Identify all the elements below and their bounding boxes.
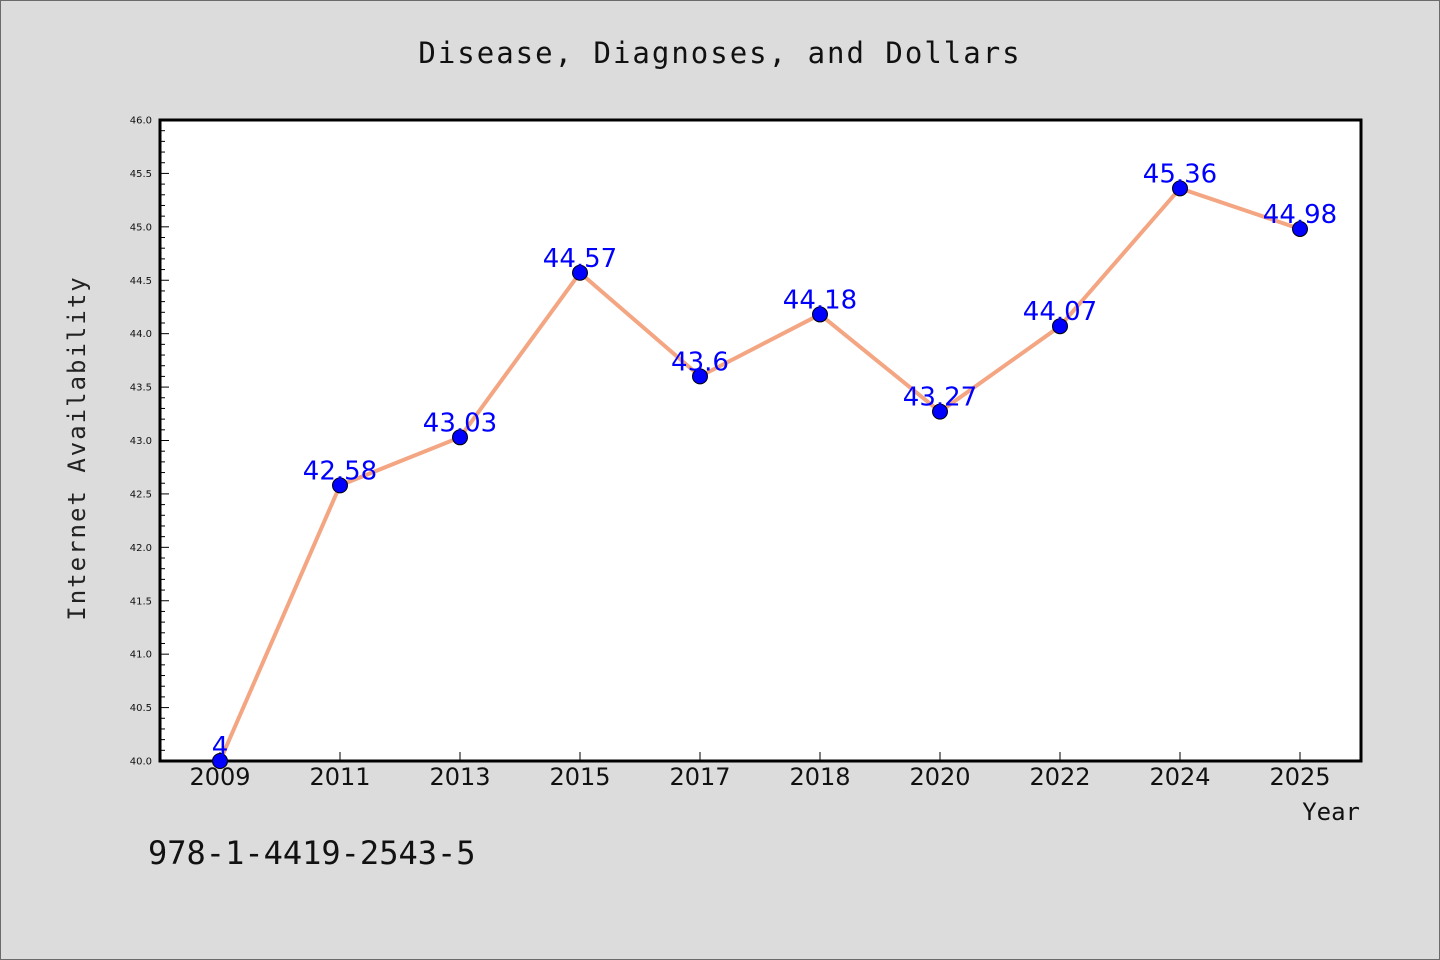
y-tick-label: 42.5 [130, 489, 152, 500]
series-polyline [218, 186, 1301, 762]
data-label: 45.36 [1143, 159, 1217, 189]
plot-area [158, 118, 1363, 763]
y-tick-label: 45.0 [130, 222, 152, 233]
x-tick-label: 2018 [789, 763, 850, 791]
data-label: 44.57 [543, 244, 617, 274]
y-tick-label: 42.0 [130, 543, 152, 554]
data-point [1172, 180, 1188, 197]
x-tick-label: 2017 [669, 763, 730, 791]
data-point [452, 429, 468, 446]
y-axis-ticks: 40.0 40.5 41.0 41.5 42.0 42.5 43.0 43.5 44.0 44.5… [130, 116, 169, 768]
x-tick-label: 2013 [429, 763, 490, 791]
data-point [332, 477, 348, 494]
x-axis-ticks: 2009 2011 2013 2015 2017 2018 2020 2022 2024 2025 [189, 752, 1331, 791]
x-axis-label: Year [1302, 798, 1360, 826]
y-tick-label: 41.5 [130, 596, 152, 607]
y-tick-label: 44.0 [130, 329, 152, 340]
data-point [692, 368, 708, 385]
data-label: 43.03 [423, 408, 497, 438]
y-tick-label: 44.5 [130, 276, 152, 287]
data-label: 42.58 [303, 456, 377, 486]
data-point [812, 306, 828, 323]
data-point [932, 403, 948, 420]
x-tick-label: 2024 [1149, 763, 1210, 791]
x-tick-label: 2011 [309, 763, 370, 791]
x-tick-label: 2020 [909, 763, 970, 791]
data-point [1052, 318, 1068, 335]
x-tick-label: 2025 [1269, 763, 1330, 791]
data-label: 4 [212, 732, 229, 762]
data-label: 43.27 [903, 383, 977, 413]
data-point [212, 753, 228, 769]
y-tick-label: 40.5 [130, 703, 152, 714]
data-labels: 4 42.58 43.03 44.57 43.6 44.18 43.27 44.07 45.36… [212, 159, 1337, 762]
y-tick-label: 43.5 [130, 383, 152, 394]
data-label: 44.07 [1023, 297, 1097, 327]
y-tick-label: 40.0 [130, 757, 152, 768]
y-tick-label: 46.0 [130, 116, 152, 127]
y-axis-label: Internet Availability [63, 275, 91, 620]
series-line [218, 186, 1301, 762]
isbn-annotation: 978-1-4419-2543-5 [148, 834, 476, 872]
series-markers [212, 180, 1308, 769]
chart-title: Disease, Diagnoses, and Dollars [418, 36, 1021, 70]
data-point [572, 264, 588, 281]
x-tick-label: 2015 [549, 763, 610, 791]
data-label: 44.18 [783, 285, 857, 315]
y-tick-label: 43.0 [130, 436, 152, 447]
data-point [1292, 220, 1308, 237]
data-label: 43.6 [671, 347, 729, 377]
y-tick-label: 41.0 [130, 650, 152, 661]
data-label: 44.98 [1263, 200, 1337, 230]
y-tick-label: 45.5 [130, 169, 152, 180]
x-tick-label: 2022 [1029, 763, 1090, 791]
